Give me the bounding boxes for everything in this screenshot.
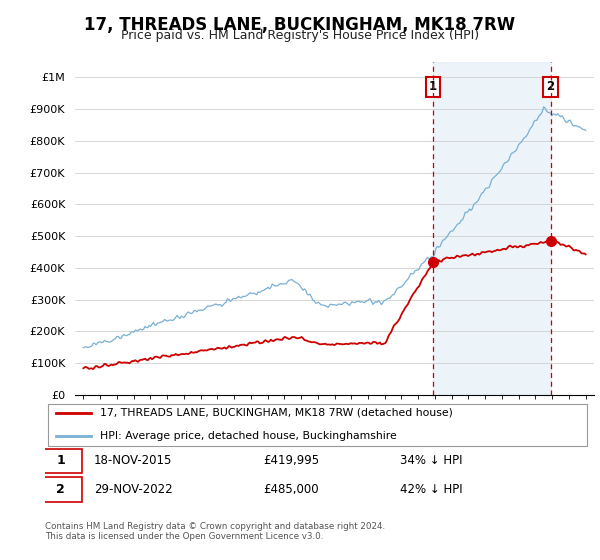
Text: 34% ↓ HPI: 34% ↓ HPI: [400, 454, 463, 468]
Text: 1: 1: [429, 81, 437, 94]
Bar: [433, 62, 551, 395]
FancyBboxPatch shape: [48, 404, 587, 446]
Text: 2: 2: [56, 483, 65, 496]
Text: 17, THREADS LANE, BUCKINGHAM, MK18 7RW: 17, THREADS LANE, BUCKINGHAM, MK18 7RW: [85, 16, 515, 34]
Text: 1: 1: [56, 454, 65, 468]
FancyBboxPatch shape: [41, 477, 82, 502]
Text: 42% ↓ HPI: 42% ↓ HPI: [400, 483, 463, 496]
Text: 2: 2: [547, 81, 555, 94]
Text: Price paid vs. HM Land Registry's House Price Index (HPI): Price paid vs. HM Land Registry's House …: [121, 29, 479, 42]
Text: Contains HM Land Registry data © Crown copyright and database right 2024.
This d: Contains HM Land Registry data © Crown c…: [45, 522, 385, 542]
Text: 17, THREADS LANE, BUCKINGHAM, MK18 7RW (detached house): 17, THREADS LANE, BUCKINGHAM, MK18 7RW (…: [100, 408, 452, 418]
Text: 18-NOV-2015: 18-NOV-2015: [94, 454, 173, 468]
FancyBboxPatch shape: [41, 449, 82, 473]
Text: £419,995: £419,995: [263, 454, 320, 468]
Text: HPI: Average price, detached house, Buckinghamshire: HPI: Average price, detached house, Buck…: [100, 431, 397, 441]
Text: £485,000: £485,000: [263, 483, 319, 496]
Text: 29-NOV-2022: 29-NOV-2022: [94, 483, 173, 496]
